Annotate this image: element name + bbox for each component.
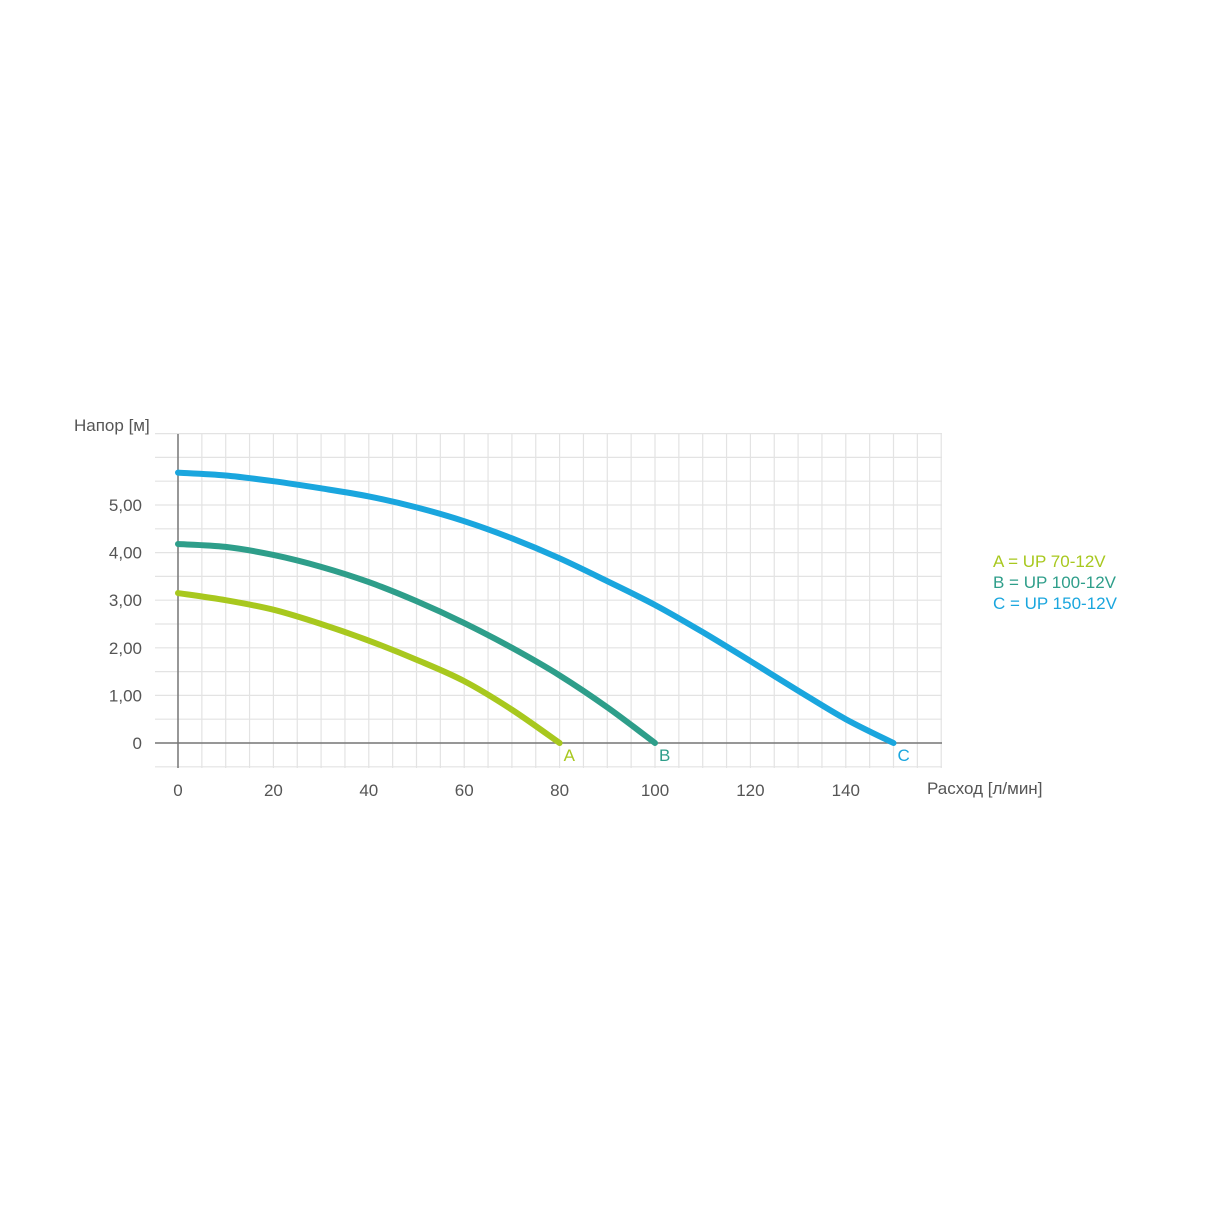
y-tick-label: 1,00 xyxy=(109,686,142,705)
x-tick-label: 80 xyxy=(550,781,569,800)
x-tick-label: 100 xyxy=(641,781,669,800)
x-tick-label: 20 xyxy=(264,781,283,800)
series-a-line xyxy=(175,590,563,746)
series-c-line xyxy=(175,469,897,746)
y-axis-title: Напор [м] xyxy=(74,416,150,435)
axes xyxy=(155,434,942,768)
series-a-end-label: A xyxy=(564,746,576,765)
y-tick-label: 2,00 xyxy=(109,639,142,658)
y-tick-label: 3,00 xyxy=(109,591,142,610)
y-tick-label: 4,00 xyxy=(109,544,142,563)
x-tick-label: 0 xyxy=(173,781,182,800)
x-axis-title: Расход [л/мин] xyxy=(927,779,1042,798)
series-b-line xyxy=(175,541,658,746)
legend-entry-c: C = UP 150-12V xyxy=(993,594,1118,613)
x-tick-label: 140 xyxy=(832,781,860,800)
series-b-end-label: B xyxy=(659,746,670,765)
series: A B C xyxy=(175,469,910,765)
grid xyxy=(155,433,942,768)
legend-entry-a: A = UP 70-12V xyxy=(993,552,1106,571)
legend-entry-b: B = UP 100-12V xyxy=(993,573,1117,592)
x-tick-label: 120 xyxy=(736,781,764,800)
tick-labels: 0 20 40 60 80 100 120 140 0 1,00 2,00 3,00 4,00 5,00 xyxy=(109,496,860,800)
series-c-end-label: C xyxy=(898,746,910,765)
x-tick-label: 60 xyxy=(455,781,474,800)
y-tick-label: 5,00 xyxy=(109,496,142,515)
y-tick-label: 0 xyxy=(133,734,142,753)
x-tick-label: 40 xyxy=(359,781,378,800)
legend: A = UP 70-12V B = UP 100-12V C = UP 150-12… xyxy=(993,552,1118,613)
